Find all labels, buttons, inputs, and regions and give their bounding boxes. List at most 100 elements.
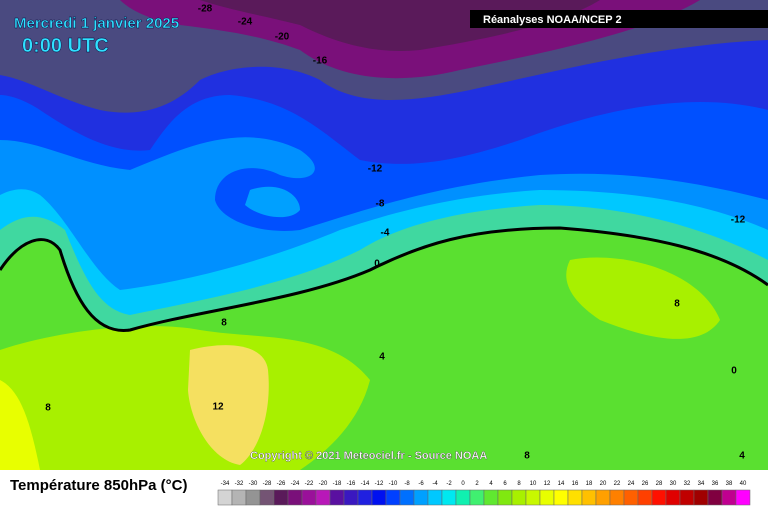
contour-label: -24 xyxy=(238,17,253,28)
colorbar-label: -26 xyxy=(277,481,286,487)
colorbar-label: -16 xyxy=(347,481,356,487)
legend-title: Température 850hPa (°C) xyxy=(10,477,187,494)
colorbar-label: 16 xyxy=(572,481,579,487)
colorbar-label: -32 xyxy=(235,481,244,487)
colorbar-label: -30 xyxy=(249,481,258,487)
colorbar-swatch xyxy=(413,489,429,506)
colorbar-label: 14 xyxy=(558,481,565,487)
colorbar-label: 26 xyxy=(642,481,649,487)
contour-label: -12 xyxy=(368,164,383,175)
contour-label: -16 xyxy=(313,56,328,67)
colorbar-swatch xyxy=(343,489,359,506)
colorbar-label: -34 xyxy=(221,481,230,487)
colorbar-swatch xyxy=(259,489,275,506)
colorbar-swatch xyxy=(581,489,597,506)
colorbar-swatch xyxy=(539,489,555,506)
colorbar-label: 12 xyxy=(544,481,551,487)
colorbar-swatch xyxy=(371,489,387,506)
colorbar-swatch xyxy=(427,489,443,506)
colorbar-swatch xyxy=(721,489,737,506)
colorbar-swatch xyxy=(511,489,527,506)
colorbar-swatch xyxy=(483,489,499,506)
source: Réanalyses NOAA/NCEP 2 xyxy=(483,14,622,26)
colorbar-swatch xyxy=(287,489,303,506)
colorbar-label: -12 xyxy=(375,481,384,487)
colorbar-swatch xyxy=(385,489,401,506)
contour-label: -28 xyxy=(198,4,213,15)
colorbar-label: 36 xyxy=(712,481,719,487)
colorbar-swatch xyxy=(245,489,261,506)
colorbar-label: -18 xyxy=(333,481,342,487)
contour-label: -8 xyxy=(376,199,385,210)
colorbar-swatch xyxy=(399,489,415,506)
band-m8-pocket xyxy=(245,186,300,218)
contour-label: 8 xyxy=(45,403,51,414)
colorbar-label: -4 xyxy=(432,481,438,487)
colorbar-swatch xyxy=(637,489,653,506)
colorbar-swatch xyxy=(469,489,485,506)
time: 0:00 UTC xyxy=(22,35,109,57)
colorbar-label: -10 xyxy=(389,481,398,487)
date: Mercredi 1 janvier 2025 xyxy=(14,15,179,32)
source-box xyxy=(470,10,768,28)
band-8 xyxy=(0,326,370,470)
contour-label: 8 xyxy=(674,299,680,310)
colorbar-swatch xyxy=(329,489,345,506)
colorbar-label: -8 xyxy=(404,481,410,487)
colorbar-swatch xyxy=(735,489,751,506)
colorbar-label: -2 xyxy=(446,481,452,487)
colorbar-swatch xyxy=(231,489,247,506)
colorbar-label: 4 xyxy=(489,481,493,487)
colorbar-label: 28 xyxy=(656,481,663,487)
contour-label: -4 xyxy=(381,228,390,239)
colorbar-label: 22 xyxy=(614,481,621,487)
contour-label: 8 xyxy=(221,318,227,329)
colorbar-label: 24 xyxy=(628,481,635,487)
colorbar-swatch xyxy=(707,489,723,506)
colorbar-label: -14 xyxy=(361,481,370,487)
colorbar-swatch xyxy=(525,489,541,506)
colorbar-swatch xyxy=(595,489,611,506)
colorbar-label: 8 xyxy=(517,481,521,487)
colorbar-label: 30 xyxy=(670,481,677,487)
contour-label: 0 xyxy=(731,366,737,377)
colorbar-label: -6 xyxy=(418,481,424,487)
colorbar: -34 -32 -30 -28 -26 -24 -22 -20 -18 -16 -14 -12 -10-… xyxy=(217,481,751,506)
colorbar-swatch xyxy=(357,489,373,506)
band-12-left xyxy=(0,380,40,470)
colorbar-label: 0 xyxy=(461,481,465,487)
colorbar-label: 6 xyxy=(503,481,507,487)
copyright: Copyright © 2021 Meteociel.fr - Source N… xyxy=(250,450,487,462)
colorbar-label: -24 xyxy=(291,481,300,487)
contour-labels: -28 -24 -20 -16 -12 -8 -4 0 8 4 8 12 8 -12 0 8 4 xyxy=(45,4,745,462)
map: -28 -24 -20 -16 -12 -8 -4 0 8 4 8 12 8 -12 0 8 4 xyxy=(0,0,768,470)
colorbar-label: 10 xyxy=(530,481,537,487)
colorbar-label: 34 xyxy=(698,481,705,487)
contour-label: -12 xyxy=(731,215,746,226)
colorbar-swatch xyxy=(553,489,569,506)
colorbar-swatch xyxy=(301,489,317,506)
colorbar-swatch xyxy=(273,489,289,506)
colorbar-label: 40 xyxy=(740,481,747,487)
contour-label: 12 xyxy=(212,402,224,413)
colorbar-label: -22 xyxy=(305,481,314,487)
contour-label: 0 xyxy=(374,259,380,270)
colorbar-swatch xyxy=(665,489,681,506)
colorbar-label: 18 xyxy=(586,481,593,487)
zero-isotherm xyxy=(0,226,768,332)
colorbar-swatch xyxy=(497,489,513,506)
colorbar-label: 2 xyxy=(475,481,479,487)
colorbar-label: -20 xyxy=(319,481,328,487)
contour-label: -20 xyxy=(275,32,290,43)
colorbar-swatch xyxy=(679,489,695,506)
colorbar-label: 38 xyxy=(726,481,733,487)
colorbar-swatch xyxy=(693,489,709,506)
colorbar-swatch xyxy=(455,489,471,506)
contour-label: 4 xyxy=(379,352,385,363)
band-8-east xyxy=(566,257,720,339)
colorbar-label: 20 xyxy=(600,481,607,487)
colorbar-swatch xyxy=(609,489,625,506)
colorbar-swatch xyxy=(651,489,667,506)
colorbar-label: 32 xyxy=(684,481,691,487)
